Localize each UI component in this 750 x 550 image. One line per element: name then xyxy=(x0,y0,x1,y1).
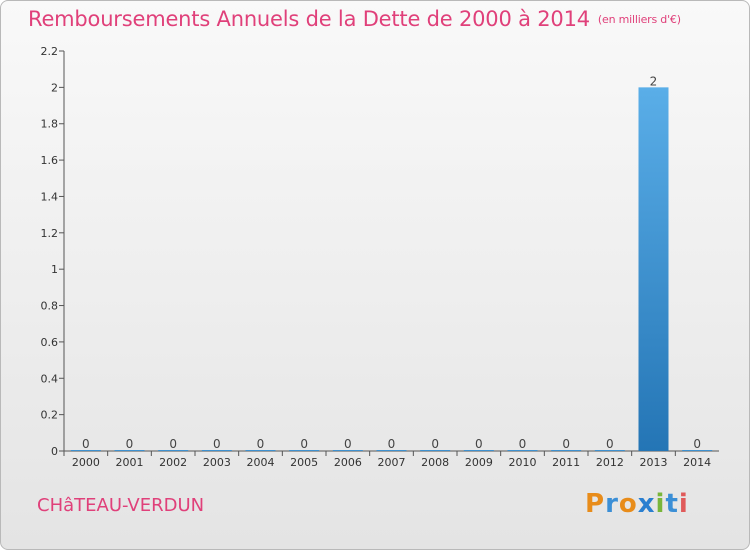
data-label-2014: 0 xyxy=(693,437,701,451)
x-tick-label: 2001 xyxy=(116,456,144,469)
bar-2014 xyxy=(682,450,713,451)
bar-2007 xyxy=(376,450,407,451)
x-tick-label: 2002 xyxy=(159,456,187,469)
title-text: Remboursements Annuels de la Dette de 20… xyxy=(28,7,590,31)
data-label-2008: 0 xyxy=(431,437,439,451)
data-label-2005: 0 xyxy=(300,437,308,451)
x-tick-label: 2010 xyxy=(509,456,537,469)
chart-title: Remboursements Annuels de la Dette de 20… xyxy=(28,7,681,31)
logo-letter: r xyxy=(605,489,619,519)
x-tick-label: 2013 xyxy=(640,456,668,469)
data-label-2001: 0 xyxy=(126,437,134,451)
y-tick-label: 1.6 xyxy=(41,154,59,167)
bar-2006 xyxy=(332,450,363,451)
bar-2002 xyxy=(158,450,189,451)
bar-2000 xyxy=(70,450,101,451)
y-tick-label: 1.2 xyxy=(41,227,59,240)
x-tick-label: 2007 xyxy=(378,456,406,469)
bar-2009 xyxy=(463,450,494,451)
data-label-2007: 0 xyxy=(388,437,396,451)
logo-letter: P xyxy=(585,489,606,519)
data-label-2003: 0 xyxy=(213,437,221,451)
x-tick-label: 2009 xyxy=(465,456,493,469)
data-label-2013: 2 xyxy=(650,74,658,88)
commune-name: CHâTEAU-VERDUN xyxy=(37,495,205,516)
x-tick-label: 2011 xyxy=(552,456,580,469)
logo-letter: o xyxy=(618,489,638,519)
y-tick-label: 1 xyxy=(51,263,58,276)
bar-2005 xyxy=(289,450,320,451)
proxiti-logo[interactable]: Proxiti xyxy=(585,489,689,519)
x-tick-label: 2004 xyxy=(247,456,275,469)
logo-letter: t xyxy=(665,489,679,519)
bar-2008 xyxy=(420,450,451,451)
x-tick-label: 2014 xyxy=(683,456,711,469)
bar-2012 xyxy=(594,450,625,451)
y-axis: 0 0.2 0.4 0.6 0.8 1 1.2 1.4 1.6 1.8 2 2.2 xyxy=(41,45,65,458)
y-tick-label: 0.8 xyxy=(41,300,59,313)
bar-2001 xyxy=(114,450,145,451)
x-axis: 2000 2001 2002 2003 2004 2005 2006 2007 2008 2009… xyxy=(63,450,719,469)
data-label-2004: 0 xyxy=(257,437,265,451)
y-tick-label: 0 xyxy=(51,445,58,458)
data-label-2012: 0 xyxy=(606,437,614,451)
logo-letter: i xyxy=(655,489,666,519)
x-tick-label: 2006 xyxy=(334,456,362,469)
x-tick-label: 2000 xyxy=(72,456,100,469)
y-tick-label: 0.6 xyxy=(41,336,59,349)
y-tick-label: 1.4 xyxy=(41,190,59,203)
data-label-2000: 0 xyxy=(82,437,90,451)
y-tick-label: 2 xyxy=(51,81,58,94)
data-label-2002: 0 xyxy=(169,437,177,451)
data-label-2011: 0 xyxy=(562,437,570,451)
bar-2013 xyxy=(638,87,669,451)
bar-2003 xyxy=(201,450,232,451)
y-tick-label: 0.4 xyxy=(41,372,59,385)
bar-2010 xyxy=(507,450,538,451)
logo-letter: i xyxy=(678,489,689,519)
x-tick-label: 2005 xyxy=(290,456,318,469)
data-label-2010: 0 xyxy=(519,437,527,451)
logo-letter: x xyxy=(637,489,656,519)
y-tick-label: 0.2 xyxy=(41,409,59,422)
bar-2004 xyxy=(245,450,276,451)
bars xyxy=(70,87,713,451)
y-tick-label: 2.2 xyxy=(41,45,59,58)
y-tick-label: 1.8 xyxy=(41,118,59,131)
data-labels: 0 0 0 0 0 0 0 0 0 0 0 0 0 2 0 xyxy=(82,74,701,451)
data-label-2009: 0 xyxy=(475,437,483,451)
x-tick-label: 2008 xyxy=(421,456,449,469)
x-tick-label: 2012 xyxy=(596,456,624,469)
data-label-2006: 0 xyxy=(344,437,352,451)
bar-2011 xyxy=(551,450,582,451)
x-tick-label: 2003 xyxy=(203,456,231,469)
unit-label: (en milliers d'€) xyxy=(597,13,681,26)
